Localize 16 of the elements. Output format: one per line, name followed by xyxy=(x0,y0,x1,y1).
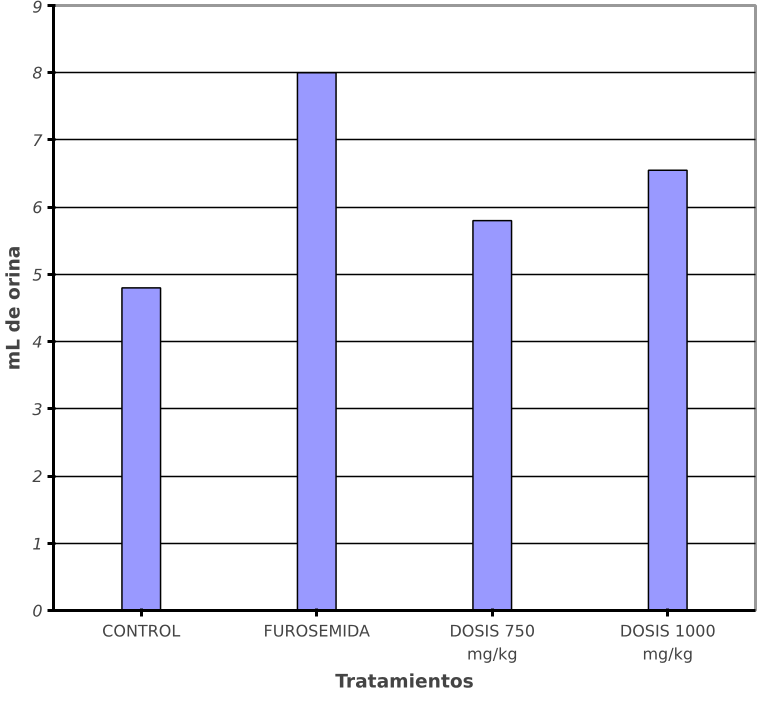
y-tick-label: 1 xyxy=(32,534,43,554)
y-tick-label: 8 xyxy=(32,64,43,83)
y-tick-label: 4 xyxy=(32,332,43,352)
y-tick-label: 5 xyxy=(32,265,43,284)
y-tick-label: 2 xyxy=(32,467,43,486)
y-tick-label: 3 xyxy=(32,400,43,419)
x-axis-title: Tratamientos xyxy=(335,671,474,692)
x-tick-label: DOSIS 1000 mg/kg xyxy=(620,622,716,664)
x-tick-label: DOSIS 750 mg/kg xyxy=(449,622,536,664)
x-tick-label: CONTROL xyxy=(102,622,180,640)
y-tick-label: 9 xyxy=(32,0,43,16)
y-tick-label: 0 xyxy=(32,602,43,620)
y-axis-title: mL de orina xyxy=(3,246,24,370)
y-tick-label: 6 xyxy=(32,198,43,218)
x-tick-label: FUROSEMIDA xyxy=(264,622,370,640)
y-tick-label: 7 xyxy=(32,130,44,150)
